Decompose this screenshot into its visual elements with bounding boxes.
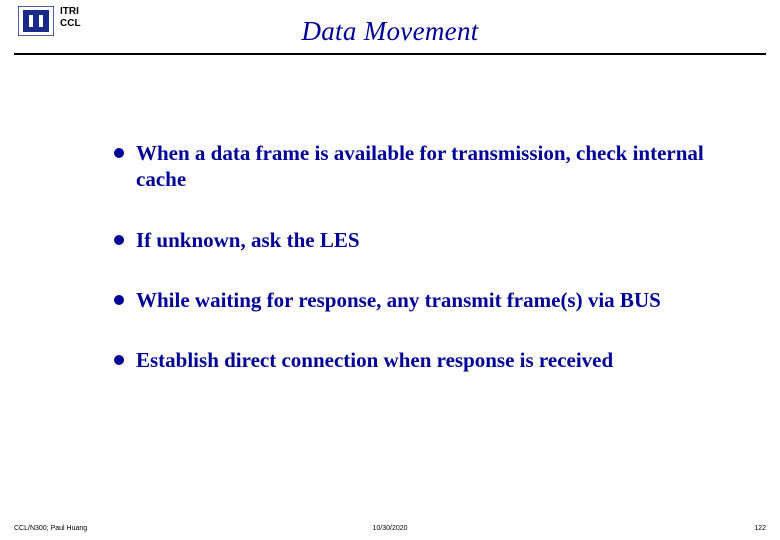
slide: ITRI CCL Data Movement When a data frame… — [0, 0, 780, 540]
bullet-list: When a data frame is available for trans… — [114, 140, 710, 407]
bullet-dot-icon — [114, 355, 124, 365]
footer-page-number: 122 — [754, 525, 766, 532]
bullet-dot-icon — [114, 148, 124, 158]
org-logo-icon — [18, 6, 54, 36]
bullet-item: If unknown, ask the LES — [114, 227, 710, 253]
footer-left: CCL/N300; Paul Huang — [14, 525, 87, 532]
bullet-item: Establish direct connection when respons… — [114, 347, 710, 373]
header: ITRI CCL Data Movement — [0, 0, 780, 60]
org-line2: CCL — [60, 18, 81, 30]
logo-block: ITRI CCL — [18, 6, 81, 36]
bullet-text: When a data frame is available for trans… — [136, 140, 710, 193]
slide-title: Data Movement — [0, 12, 780, 47]
bullet-dot-icon — [114, 235, 124, 245]
org-line1: ITRI — [60, 6, 81, 18]
bullet-item: When a data frame is available for trans… — [114, 140, 710, 193]
bullet-text: If unknown, ask the LES — [136, 227, 360, 253]
bullet-text: Establish direct connection when respons… — [136, 347, 613, 373]
bullet-dot-icon — [114, 295, 124, 305]
bullet-text: While waiting for response, any transmit… — [136, 287, 661, 313]
bullet-item: While waiting for response, any transmit… — [114, 287, 710, 313]
footer: CCL/N300; Paul Huang 10/30/2020 122 — [0, 525, 780, 532]
org-text: ITRI CCL — [60, 6, 81, 30]
header-divider — [14, 53, 766, 55]
footer-date: 10/30/2020 — [372, 525, 407, 532]
